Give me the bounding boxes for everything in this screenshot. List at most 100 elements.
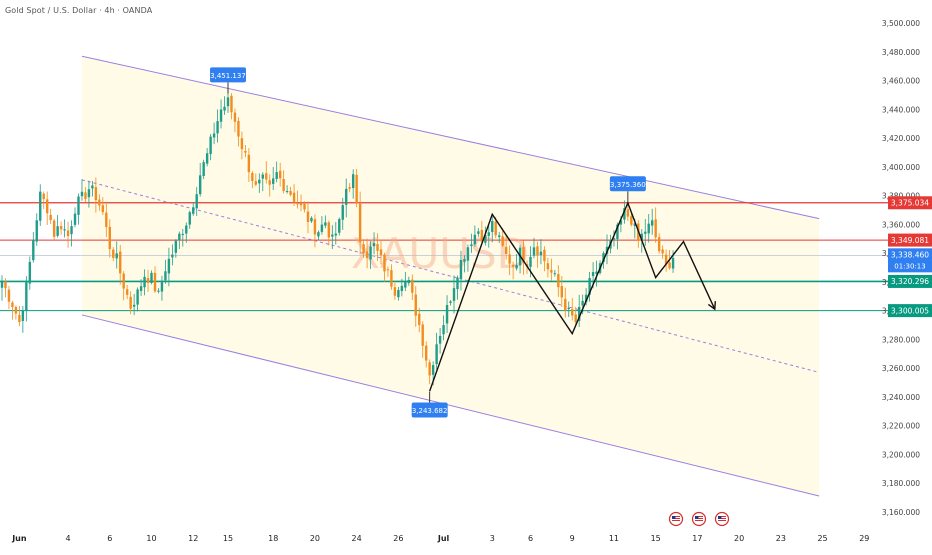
candle[interactable]	[87, 180, 91, 208]
candle[interactable]	[411, 274, 414, 301]
candle[interactable]	[202, 159, 205, 180]
candle[interactable]	[324, 215, 327, 229]
candle[interactable]	[70, 220, 73, 247]
candle[interactable]	[157, 288, 160, 294]
candle[interactable]	[397, 286, 400, 301]
candle[interactable]	[400, 278, 404, 297]
candle[interactable]	[567, 301, 570, 317]
candle[interactable]	[261, 172, 264, 192]
candle[interactable]	[664, 249, 668, 272]
candle[interactable]	[4, 278, 7, 298]
candle[interactable]	[414, 286, 417, 327]
candle[interactable]	[365, 238, 369, 269]
candle[interactable]	[108, 219, 111, 258]
candle[interactable]	[647, 214, 650, 243]
candle[interactable]	[504, 234, 508, 260]
candle[interactable]	[650, 208, 654, 235]
candle[interactable]	[174, 239, 178, 258]
candle[interactable]	[491, 213, 494, 243]
candle[interactable]	[136, 287, 139, 312]
candle[interactable]	[577, 294, 581, 328]
candle[interactable]	[0, 275, 4, 301]
candle[interactable]	[550, 258, 553, 281]
candle[interactable]	[331, 225, 334, 249]
channel-lower-line[interactable]	[81, 314, 820, 497]
candle[interactable]	[445, 295, 449, 333]
candle[interactable]	[292, 184, 296, 207]
candle[interactable]	[595, 260, 598, 287]
candle[interactable]	[320, 216, 324, 235]
candle[interactable]	[237, 117, 240, 147]
candle[interactable]	[515, 254, 518, 271]
candle[interactable]	[132, 294, 136, 316]
candle[interactable]	[574, 306, 577, 325]
candle[interactable]	[39, 184, 42, 226]
candle[interactable]	[282, 170, 285, 194]
candle[interactable]	[480, 220, 484, 243]
candle[interactable]	[153, 266, 157, 293]
candle[interactable]	[571, 298, 574, 321]
price-tag-current[interactable]: 3,338.460 01:30:13	[888, 248, 932, 273]
candle[interactable]	[442, 315, 445, 341]
candle[interactable]	[532, 237, 536, 259]
candle[interactable]	[244, 144, 247, 158]
candle[interactable]	[338, 217, 341, 236]
candle[interactable]	[438, 327, 442, 354]
candle[interactable]	[390, 264, 393, 290]
candle[interactable]	[46, 191, 49, 226]
candle[interactable]	[94, 177, 98, 213]
candle[interactable]	[644, 218, 647, 246]
candle[interactable]	[105, 201, 108, 237]
candle[interactable]	[77, 193, 80, 225]
candle[interactable]	[251, 171, 254, 189]
candle[interactable]	[498, 231, 501, 244]
candle[interactable]	[129, 291, 132, 315]
candle[interactable]	[247, 148, 251, 182]
candle[interactable]	[167, 247, 171, 287]
candle[interactable]	[181, 229, 185, 247]
candle[interactable]	[424, 341, 428, 368]
candle[interactable]	[160, 275, 164, 301]
projection-path[interactable]	[429, 200, 716, 392]
candle[interactable]	[612, 230, 616, 247]
candle[interactable]	[143, 269, 146, 296]
candle[interactable]	[240, 131, 244, 160]
candle[interactable]	[536, 241, 539, 268]
candle[interactable]	[501, 228, 504, 248]
candle[interactable]	[546, 257, 550, 278]
candle[interactable]	[345, 178, 348, 218]
candle[interactable]	[358, 191, 362, 255]
candle[interactable]	[449, 299, 452, 306]
candle[interactable]	[369, 241, 372, 269]
candle[interactable]	[212, 122, 216, 145]
candle[interactable]	[18, 305, 21, 327]
candle[interactable]	[42, 191, 45, 210]
candle[interactable]	[192, 202, 195, 216]
candle[interactable]	[112, 247, 115, 261]
candle[interactable]	[52, 218, 56, 240]
candle[interactable]	[28, 256, 32, 290]
candle[interactable]	[101, 197, 105, 216]
price-tag-resistance-strong[interactable]: 3,375.034	[888, 196, 932, 210]
candle[interactable]	[543, 246, 546, 272]
candle[interactable]	[473, 225, 477, 247]
candle[interactable]	[198, 163, 202, 197]
candle[interactable]	[122, 271, 125, 301]
candle[interactable]	[272, 167, 275, 191]
candle[interactable]	[226, 90, 230, 113]
candle[interactable]	[268, 174, 271, 197]
price-callout[interactable]: 3,243.682	[411, 391, 448, 418]
candle[interactable]	[233, 108, 237, 133]
price-callout[interactable]: 3,375.360	[609, 176, 646, 203]
candle[interactable]	[98, 194, 101, 211]
candle[interactable]	[588, 271, 591, 302]
candle[interactable]	[376, 233, 379, 261]
price-tag-resistance[interactable]: 3,349.081	[888, 233, 932, 247]
candle[interactable]	[511, 261, 515, 280]
candle[interactable]	[278, 162, 282, 187]
candle[interactable]	[303, 201, 306, 213]
candle[interactable]	[59, 221, 63, 235]
candle[interactable]	[313, 214, 317, 248]
